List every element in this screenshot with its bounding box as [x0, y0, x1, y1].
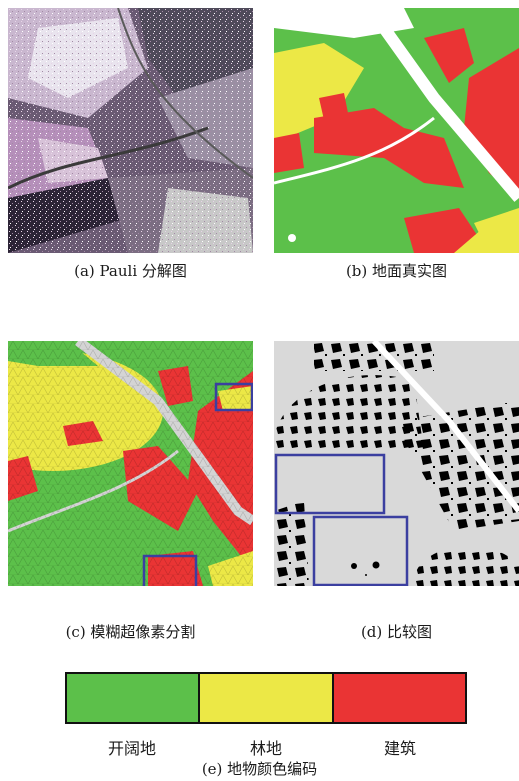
pauli-decomposition-image — [8, 8, 253, 253]
highlight-box — [142, 554, 198, 586]
legend-swatch-building — [331, 674, 465, 722]
legend-label-open-land: 开阔地 — [107, 739, 156, 758]
caption-c: (c) 模糊超像素分割 — [65, 623, 196, 641]
highlight-box — [214, 382, 253, 412]
legend-swatch-open-land — [67, 674, 199, 722]
legend-swatch-forest — [198, 674, 332, 722]
superpixel-segmentation-map — [8, 341, 253, 586]
highlight-box — [312, 515, 409, 586]
legend-label-building: 建筑 — [383, 739, 416, 758]
comparison-map — [274, 341, 519, 586]
caption-a: (a) Pauli 分解图 — [74, 262, 187, 280]
caption-b: (b) 地面真实图 — [345, 262, 448, 280]
legend-label-forest: 林地 — [249, 739, 282, 758]
caption-e: (e) 地物颜色编码 — [201, 760, 318, 778]
highlight-box — [274, 453, 386, 515]
caption-d: (d) 比较图 — [360, 623, 433, 641]
ground-truth-map — [274, 8, 519, 253]
color-legend — [65, 672, 467, 724]
